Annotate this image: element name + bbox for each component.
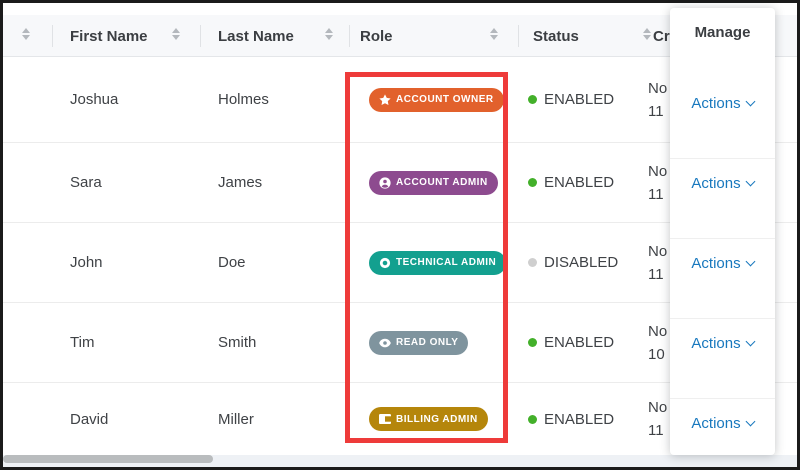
status-cell: ENABLED xyxy=(528,383,614,455)
status-label: ENABLED xyxy=(544,334,615,351)
role-cell: ACCOUNT OWNER xyxy=(369,57,504,142)
first-name-cell: Sara xyxy=(70,174,102,191)
actions-dropdown[interactable]: Actions xyxy=(670,408,775,438)
created-cell: No 11 xyxy=(648,79,668,120)
status-dot xyxy=(528,338,537,347)
first-name-cell: Tim xyxy=(70,334,95,351)
status-label: ENABLED xyxy=(544,91,615,108)
actions-dropdown[interactable]: Actions xyxy=(670,168,775,198)
panel-row-divider xyxy=(670,158,775,159)
user-circle-icon xyxy=(379,176,391,189)
first-name-cell: Joshua xyxy=(70,91,119,108)
panel-row-divider xyxy=(670,398,775,399)
panel-row-divider xyxy=(670,238,775,239)
table-row: David Miller BILLING ADMIN ENABLED No 11 xyxy=(3,383,797,455)
sort-arrows-icon[interactable] xyxy=(22,28,30,40)
chevron-down-icon xyxy=(745,96,756,106)
table-row: Sara James ACCOUNT ADMIN ENABLED No 11 xyxy=(3,143,797,223)
sort-arrows-icon[interactable] xyxy=(325,28,333,40)
created-cell: No 11 xyxy=(648,242,668,283)
header-divider xyxy=(52,25,53,47)
status-label: ENABLED xyxy=(544,174,615,191)
role-badge-label: READ ONLY xyxy=(396,337,459,348)
horizontal-scrollbar-track[interactable] xyxy=(3,455,797,467)
column-header-first-name: First Name xyxy=(70,27,148,45)
header-divider xyxy=(200,25,201,47)
role-badge: READ ONLY xyxy=(369,330,469,355)
header-divider xyxy=(518,25,519,47)
first-name-cell: David xyxy=(70,410,109,428)
chevron-down-icon xyxy=(745,416,756,426)
status-dot xyxy=(528,258,537,267)
role-badge: ACCOUNT ADMIN xyxy=(369,170,498,195)
role-cell: BILLING ADMIN xyxy=(369,383,488,455)
first-name-cell: John xyxy=(70,254,103,271)
status-dot xyxy=(528,178,537,187)
last-name-cell: Miller xyxy=(218,410,254,428)
sort-arrows-icon[interactable] xyxy=(172,28,180,40)
column-header-last-name: Last Name xyxy=(218,27,294,45)
actions-dropdown[interactable]: Actions xyxy=(670,328,775,358)
star-icon xyxy=(379,93,391,106)
role-cell: ACCOUNT ADMIN xyxy=(369,143,498,222)
status-cell: ENABLED xyxy=(528,57,614,142)
column-header-created: Cr xyxy=(653,27,670,45)
status-dot xyxy=(528,414,537,424)
gear-icon xyxy=(379,257,391,269)
eye-icon xyxy=(379,337,391,349)
role-badge: ACCOUNT OWNER xyxy=(369,87,504,112)
credit-card-icon xyxy=(379,413,391,425)
sort-arrows-icon[interactable] xyxy=(490,28,498,40)
role-badge-label: TECHNICAL ADMIN xyxy=(396,257,497,268)
status-label: ENABLED xyxy=(544,410,615,428)
actions-dropdown[interactable]: Actions xyxy=(670,88,775,118)
status-dot xyxy=(528,95,537,104)
role-cell: READ ONLY xyxy=(369,303,469,382)
actions-dropdown[interactable]: Actions xyxy=(670,248,775,278)
role-badge-label: ACCOUNT ADMIN xyxy=(396,177,488,188)
sort-arrows-icon[interactable] xyxy=(643,28,651,40)
status-label: DISABLED xyxy=(544,254,619,271)
last-name-cell: Doe xyxy=(218,254,246,271)
table-header: First Name Last Name Role Status Cr xyxy=(3,15,797,57)
chevron-down-icon xyxy=(745,336,756,346)
status-cell: DISABLED xyxy=(528,223,618,302)
role-badge: BILLING ADMIN xyxy=(369,407,488,431)
created-cell: No 11 xyxy=(648,399,668,439)
last-name-cell: Holmes xyxy=(218,91,269,108)
role-badge-label: BILLING ADMIN xyxy=(396,413,478,425)
manage-column-panel: Manage Actions Actions Actions Actions A… xyxy=(670,8,775,455)
last-name-cell: James xyxy=(218,174,263,191)
created-cell: No 10 xyxy=(648,322,668,363)
status-cell: ENABLED xyxy=(528,303,614,382)
column-header-status: Status xyxy=(533,27,579,45)
status-cell: ENABLED xyxy=(528,143,614,222)
table-row: Tim Smith READ ONLY ENABLED No 10 xyxy=(3,303,797,383)
horizontal-scrollbar-thumb[interactable] xyxy=(3,455,213,463)
last-name-cell: Smith xyxy=(218,334,257,351)
role-badge-label: ACCOUNT OWNER xyxy=(396,94,494,105)
role-badge: TECHNICAL ADMIN xyxy=(369,250,507,275)
chevron-down-icon xyxy=(745,176,756,186)
table-row: John Doe TECHNICAL ADMIN DISABLED No 11 xyxy=(3,223,797,303)
panel-row-divider xyxy=(670,318,775,319)
header-divider xyxy=(349,25,350,47)
role-cell: TECHNICAL ADMIN xyxy=(369,223,507,302)
created-cell: No 11 xyxy=(648,162,668,203)
table-row: Joshua Holmes ACCOUNT OWNER ENABLED No 11 xyxy=(3,57,797,143)
column-header-manage: Manage xyxy=(694,24,751,41)
chevron-down-icon xyxy=(745,256,756,266)
column-header-role: Role xyxy=(360,27,393,45)
